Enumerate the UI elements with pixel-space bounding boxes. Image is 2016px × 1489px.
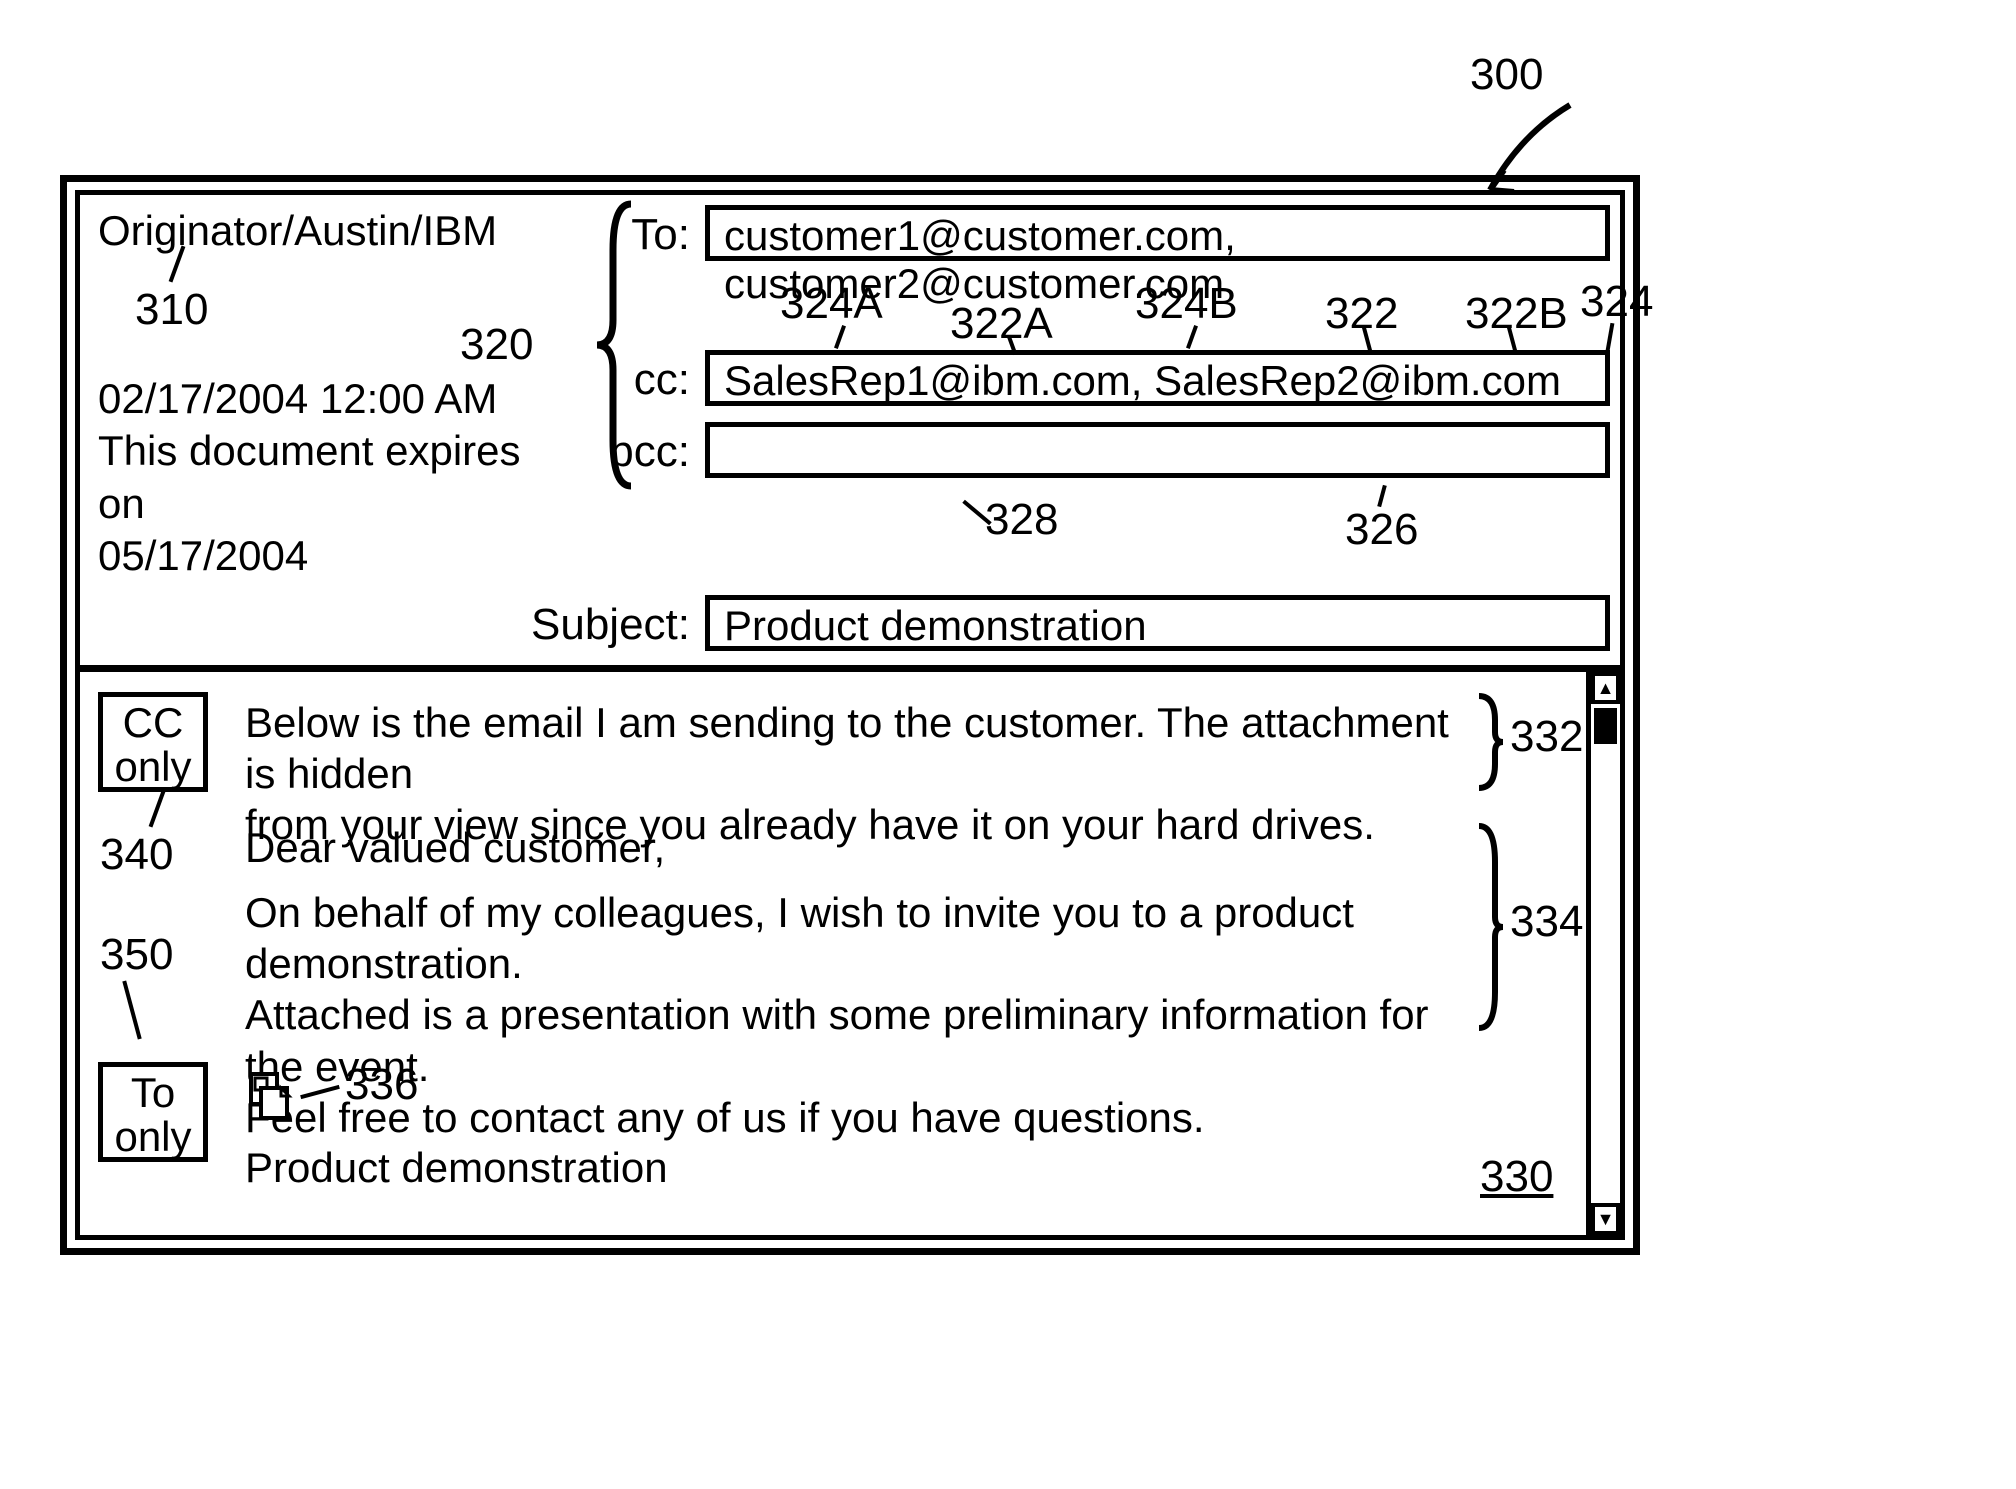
p334-l3: Feel free to contact any of us if you ha… xyxy=(245,1092,1485,1143)
ref-328: 328 xyxy=(985,495,1058,545)
expires-line1: This document expires on xyxy=(98,425,528,530)
input-subject[interactable]: Product demonstration xyxy=(705,595,1610,651)
scroll-up-button[interactable]: ▲ xyxy=(1591,672,1620,704)
cc-only-l2: only xyxy=(103,745,203,789)
cc-only-button[interactable]: CC only xyxy=(98,692,208,792)
body-pane: CC only To only Below is the email I am … xyxy=(80,672,1586,1235)
salutation: Dear valued customer, xyxy=(245,822,665,873)
attachment-icon[interactable] xyxy=(245,1072,295,1127)
divider xyxy=(80,665,1620,672)
to-only-l1: To xyxy=(103,1071,203,1115)
brace-320 xyxy=(593,200,633,490)
ref-320: 320 xyxy=(460,320,533,370)
input-cc[interactable]: SalesRep1@ibm.com, SalesRep2@ibm.com xyxy=(705,350,1610,406)
ref-334: 334 xyxy=(1510,897,1583,947)
p332-l1: Below is the email I am sending to the c… xyxy=(245,697,1465,799)
label-subject: Subject: xyxy=(440,600,690,650)
ref-300: 300 xyxy=(1470,50,1543,100)
ref-322B: 322B xyxy=(1465,289,1568,339)
para-334: On behalf of my colleagues, I wish to in… xyxy=(245,887,1485,1143)
lead-326 xyxy=(1377,485,1387,507)
ref-324A: 324A xyxy=(780,279,883,329)
input-bcc[interactable] xyxy=(705,422,1610,478)
ref-310: 310 xyxy=(135,285,208,335)
header-meta: Originator/Austin/IBM 02/17/2004 12:00 A… xyxy=(98,205,528,583)
timestamp: 02/17/2004 12:00 AM xyxy=(98,373,528,426)
lead-324 xyxy=(1606,323,1615,351)
brace-334 xyxy=(1475,822,1505,1032)
ref-326: 326 xyxy=(1345,505,1418,555)
expires-line2: 05/17/2004 xyxy=(98,530,528,583)
ref-322: 322 xyxy=(1325,289,1398,339)
ref-332: 332 xyxy=(1510,712,1583,762)
ref-330: 330 xyxy=(1480,1152,1553,1202)
ref-336: 336 xyxy=(345,1060,418,1110)
email-window-outer: Originator/Austin/IBM 02/17/2004 12:00 A… xyxy=(60,175,1640,1255)
input-to[interactable]: customer1@customer.com, customer2@custom… xyxy=(705,205,1610,261)
to-only-button[interactable]: To only xyxy=(98,1062,208,1162)
email-window-inner: Originator/Austin/IBM 02/17/2004 12:00 A… xyxy=(75,190,1625,1240)
ref-350: 350 xyxy=(100,930,173,980)
scroll-thumb[interactable] xyxy=(1594,708,1617,744)
to-only-l2: only xyxy=(103,1115,203,1159)
originator: Originator/Austin/IBM xyxy=(98,205,528,258)
ref-340: 340 xyxy=(100,830,173,880)
scroll-down-button[interactable]: ▼ xyxy=(1591,1203,1620,1235)
p334-l1: On behalf of my colleagues, I wish to in… xyxy=(245,887,1485,989)
cc-only-l1: CC xyxy=(103,701,203,745)
brace-332 xyxy=(1475,692,1505,792)
ref-324: 324 xyxy=(1580,277,1653,327)
ref-324B: 324B xyxy=(1135,279,1238,329)
scrollbar[interactable]: ▲ ▼ xyxy=(1586,672,1620,1235)
p334-l2: Attached is a presentation with some pre… xyxy=(245,989,1485,1091)
ref-322A: 322A xyxy=(950,299,1053,349)
attachment-label: Product demonstration xyxy=(245,1142,668,1193)
